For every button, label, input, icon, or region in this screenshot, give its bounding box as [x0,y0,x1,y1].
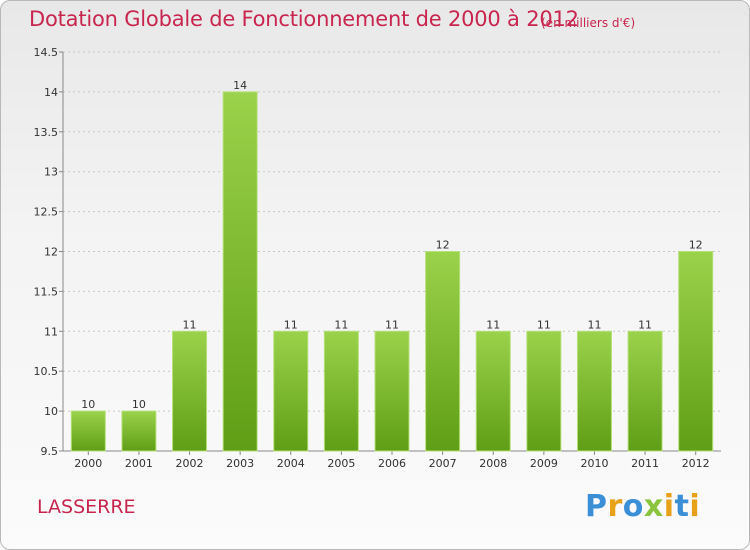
bar-2004[interactable] [273,330,309,452]
label-layer: 10 2000 10 2001 11 2002 14 2003 11 2004 11 2005 11 20… [74,79,709,470]
y-tick-label: 12.5 [34,206,59,219]
bar-2001[interactable] [121,410,157,452]
x-tick-label: 2002 [176,457,204,470]
y-tick-label: 11.5 [34,285,59,298]
value-label: 10 [81,398,95,411]
y-tick-label: 10.5 [34,365,59,378]
bar-2000[interactable] [70,410,106,452]
bar-2005[interactable] [323,330,359,452]
bar-2007[interactable] [425,251,461,452]
axis-layer: 9.5 10 10.5 11 11.5 12 12.5 13 13.5 14 14.5 [34,46,721,458]
logo-letter: P [585,489,608,524]
x-tick-label: 2005 [327,457,355,470]
x-tick-label: 2001 [125,457,153,470]
bar-2002[interactable] [172,330,208,452]
value-label: 12 [436,239,450,252]
x-tick-label: 2007 [429,457,457,470]
chart-title: Dotation Globale de Fonctionnement de 20… [29,7,579,31]
value-label: 11 [284,318,298,331]
value-label: 11 [385,318,399,331]
y-tick-label: 14 [44,86,58,99]
bar-2003[interactable] [222,91,258,452]
value-label: 11 [587,318,601,331]
bar-2009[interactable] [526,330,562,452]
x-tick-label: 2011 [631,457,659,470]
bar-2008[interactable] [475,330,511,452]
logo-letter: x [643,489,664,524]
y-tick-label: 12 [44,246,58,259]
logo-letter: i [663,489,675,524]
logo-letter: i [689,489,701,524]
value-label: 12 [689,239,703,252]
y-tick-label: 11 [44,325,58,338]
logo-letter: o [622,489,644,524]
x-tick-label: 2004 [277,457,305,470]
x-tick-label: 2006 [378,457,406,470]
x-tick-label: 2012 [682,457,710,470]
y-tick-label: 13.5 [34,126,59,139]
value-label: 11 [334,318,348,331]
value-label: 11 [638,318,652,331]
logo-letter: r [607,489,623,524]
x-tick-label: 2003 [226,457,254,470]
value-label: 14 [233,79,247,92]
chart-subtitle: (en milliers d'€) [541,16,636,30]
x-tick-label: 2008 [479,457,507,470]
commune-name: LASSERRE [37,496,136,518]
value-label: 11 [486,318,500,331]
x-tick-label: 2009 [530,457,558,470]
y-tick-label: 14.5 [34,46,59,59]
bar-2012[interactable] [678,251,714,452]
value-label: 11 [537,318,551,331]
bar-2011[interactable] [627,330,663,452]
y-tick-label: 13 [44,166,58,179]
proxiti-logo[interactable]: Proxiti [585,489,700,524]
x-tick-label: 2000 [74,457,102,470]
value-label: 10 [132,398,146,411]
y-tick-label: 9.5 [41,445,59,458]
value-label: 11 [183,318,197,331]
logo-letter: t [674,489,690,524]
bar-layer [70,91,714,452]
bar-2006[interactable] [374,330,410,452]
x-tick-label: 2010 [580,457,608,470]
y-tick-label: 10 [44,405,58,418]
bar-2010[interactable] [576,330,612,452]
